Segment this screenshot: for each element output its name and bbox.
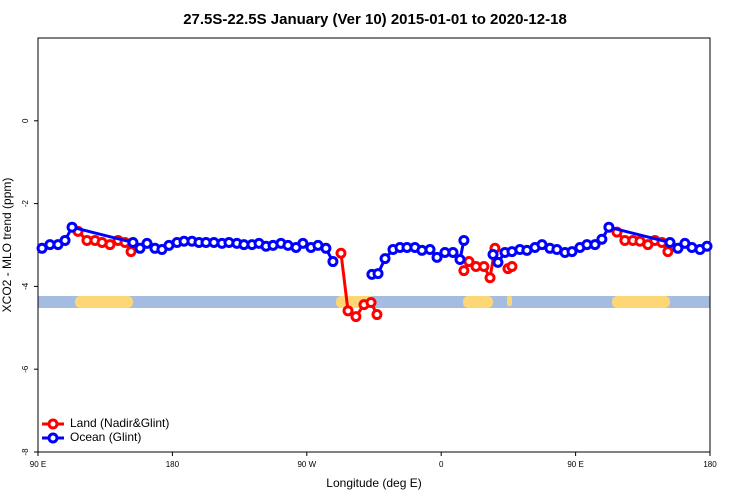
data-point — [127, 237, 139, 249]
data-point — [492, 256, 504, 268]
x-tick-label: 90 E — [567, 460, 583, 469]
data-point — [320, 242, 332, 254]
data-point — [342, 305, 354, 317]
data-point — [297, 237, 309, 249]
data-point — [458, 265, 470, 277]
data-point — [487, 249, 499, 261]
data-point — [589, 239, 601, 251]
data-point — [104, 239, 116, 251]
data-point — [603, 221, 615, 233]
chart-title: 27.5S-22.5S January (Ver 10) 2015-01-01 … — [183, 11, 567, 28]
data-point — [454, 253, 466, 265]
data-point — [327, 256, 339, 268]
data-point — [431, 251, 443, 263]
data-point — [141, 237, 153, 249]
data-point — [447, 246, 459, 258]
x-tick-label: 0 — [439, 460, 444, 469]
x-tick-label: 180 — [166, 460, 180, 469]
data-point — [125, 246, 137, 258]
data-point — [566, 246, 578, 258]
land-patch — [75, 296, 133, 308]
data-point — [379, 253, 391, 265]
data-point — [134, 242, 146, 254]
data-point — [478, 261, 490, 273]
x-tick-label: 90 W — [297, 460, 316, 469]
x-tick-label: 180 — [703, 460, 717, 469]
data-point — [424, 244, 436, 256]
y-tick-label: -6 — [21, 365, 30, 373]
data-point — [664, 237, 676, 249]
data-point — [484, 272, 496, 284]
data-point — [596, 233, 608, 245]
data-point — [672, 242, 684, 254]
data-point — [66, 221, 78, 233]
data-point — [350, 311, 362, 323]
land-patch — [507, 296, 512, 306]
data-point — [365, 297, 377, 309]
y-axis-label: XCO2 - MLO trend (ppm) — [0, 178, 14, 313]
x-axis-label: Longitude (deg E) — [326, 476, 421, 490]
legend-marker — [47, 418, 59, 430]
data-point — [701, 240, 713, 252]
data-point — [458, 234, 470, 246]
legend-marker — [47, 432, 59, 444]
y-tick-label: -8 — [21, 448, 30, 456]
data-point — [59, 234, 71, 246]
land-patch — [612, 296, 670, 308]
y-tick-label: 0 — [21, 118, 30, 123]
land-patch — [463, 296, 493, 308]
y-tick-label: -2 — [21, 199, 30, 207]
data-point — [506, 261, 518, 273]
legend-label: Ocean (Glint) — [70, 430, 141, 444]
legend-label: Land (Nadir&Glint) — [70, 416, 169, 430]
data-point — [335, 247, 347, 259]
x-tick-label: 90 E — [30, 460, 46, 469]
data-point — [662, 246, 674, 258]
y-tick-label: -4 — [21, 282, 30, 290]
data-point — [372, 268, 384, 280]
data-point — [371, 309, 383, 321]
